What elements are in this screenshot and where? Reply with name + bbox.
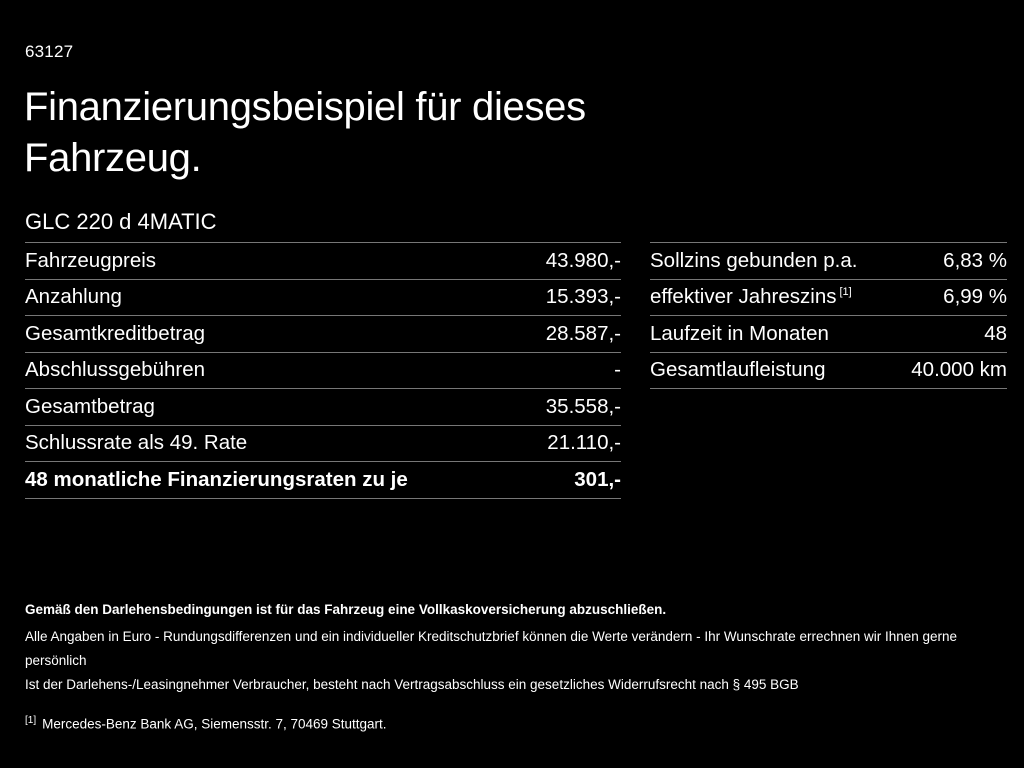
disclaimer-values: Alle Angaben in Euro - Rundungsdifferenz… xyxy=(25,629,958,668)
row-label: effektiver Jahreszins xyxy=(650,285,837,308)
row-value: 21.110,- xyxy=(547,431,621,454)
row-value: 6,83 % xyxy=(943,248,1007,272)
row-label: Gesamtkreditbetrag xyxy=(25,321,206,345)
row-label: Schlussrate als 49. Rate xyxy=(25,431,248,454)
footnote-ref-marker: [1] xyxy=(839,286,852,299)
row-value: 6,99 % xyxy=(943,285,1007,308)
row-value: 28.587,- xyxy=(545,321,621,345)
disclaimer-insurance: Gemäß den Darlehensbedingungen ist für d… xyxy=(25,602,667,617)
row-value: 35.558,- xyxy=(545,394,621,418)
table-row-anzahlung: Anzahlung 15.393,- xyxy=(25,278,621,316)
footnote-bank: [1] Mercedes-Benz Bank AG, Siemensstr. 7,… xyxy=(25,709,1000,737)
row-value: 40.000 km xyxy=(911,358,1007,381)
page-title-line2: Fahrzeug. xyxy=(24,136,202,180)
row-label: Sollzins gebunden p.a. xyxy=(650,248,858,272)
row-value: 15.393,- xyxy=(545,285,621,308)
row-value: - xyxy=(614,358,621,381)
table-row-sollzins: Sollzins gebunden p.a. 6,83 % xyxy=(650,242,1007,279)
table-row-abschlussgebuehren: Abschlussgebühren - xyxy=(25,351,621,389)
table-row-effektiver-jahreszins: effektiver Jahreszins [1] 6,99 % xyxy=(650,278,1007,316)
table-row-gesamtkreditbetrag: Gesamtkreditbetrag 28.587,- xyxy=(25,315,621,352)
footnote-text: Mercedes-Benz Bank AG, Siemensstr. 7, 70… xyxy=(42,716,387,732)
footnote-marker: [1] xyxy=(25,715,37,726)
table-row-gesamtbetrag: Gesamtbetrag 35.558,- xyxy=(25,388,621,425)
row-value: 43.980,- xyxy=(545,248,621,272)
row-value: 301,- xyxy=(574,467,621,491)
table-row-laufzeit: Laufzeit in Monaten 48 xyxy=(650,315,1007,352)
footer-disclaimer: Gemäß den Darlehensbedingungen ist für d… xyxy=(25,598,1000,737)
row-label: Laufzeit in Monaten xyxy=(650,321,829,345)
page-title-line1: Finanzierungsbeispiel für dieses xyxy=(24,85,586,129)
financing-table: Fahrzeugpreis 43.980,- Anzahlung 15.393,… xyxy=(25,242,621,499)
page-title: Finanzierungsbeispiel für dieses Fahrzeug… xyxy=(24,82,586,184)
row-value: 48 xyxy=(984,321,1007,345)
document-number: 63127 xyxy=(25,42,74,61)
table-row-fahrzeugpreis: Fahrzeugpreis 43.980,- xyxy=(25,242,621,279)
conditions-table: Sollzins gebunden p.a. 6,83 % effektiver… xyxy=(650,242,1007,389)
row-label: 48 monatliche Finanzierungsraten zu je xyxy=(25,467,408,491)
row-label: Abschlussgebühren xyxy=(25,358,206,381)
disclaimer-withdrawal: Ist der Darlehens-/Leasingnehmer Verbrau… xyxy=(25,677,799,692)
table-row-monatsrate: 48 monatliche Finanzierungsraten zu je 3… xyxy=(25,461,621,498)
row-label: Anzahlung xyxy=(25,285,122,308)
row-label: Fahrzeugpreis xyxy=(25,248,157,272)
table-row-schlussrate: Schlussrate als 49. Rate 21.110,- xyxy=(25,424,621,462)
row-label: Gesamtlaufleistung xyxy=(650,358,826,381)
row-label: Gesamtbetrag xyxy=(25,394,155,418)
table-row-gesamtlaufleistung: Gesamtlaufleistung 40.000 km xyxy=(650,351,1007,389)
vehicle-model: GLC 220 d 4MATIC xyxy=(25,209,217,234)
